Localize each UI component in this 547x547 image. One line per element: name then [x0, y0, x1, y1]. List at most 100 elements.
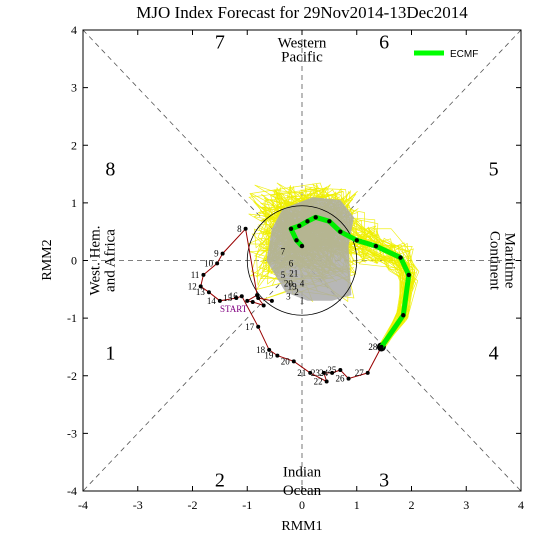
observed-point-label: 10 [204, 258, 214, 268]
observed-point-label: 21 [297, 368, 306, 378]
observed-point [239, 294, 244, 299]
observed-point [220, 251, 225, 256]
loop-point-label: 6 [289, 258, 294, 268]
ensemble-member-line [251, 187, 415, 350]
observed-point [269, 298, 274, 303]
observed-point [245, 298, 250, 303]
ensemble-mean-point [401, 313, 406, 318]
observed-point-label: 28 [368, 342, 378, 352]
x-tick-label: 4 [518, 498, 524, 512]
phase-label: 4 [489, 343, 499, 365]
region-right-line-2: Continent [487, 231, 503, 291]
observed-point-label: 16 [229, 291, 239, 301]
observed-point [365, 370, 370, 375]
y-tick-label: 4 [71, 23, 77, 37]
x-tick-label: 0 [299, 498, 305, 512]
loop-point-label: 4 [300, 278, 305, 288]
observed-point [234, 295, 239, 300]
ensemble-mean-point [379, 344, 384, 350]
phase-label: 8 [105, 158, 115, 180]
phase-label: 7 [215, 32, 225, 54]
loop-point-label: 3 [286, 292, 291, 302]
observed-point [308, 370, 313, 375]
loop-point-label: 21 [289, 269, 298, 279]
ensemble-mean-point [299, 243, 305, 249]
phase-label: 3 [379, 469, 389, 491]
observed-point [330, 370, 335, 375]
ensemble-mean-point [398, 255, 403, 260]
start-label: START [220, 304, 248, 314]
x-tick-label: 1 [354, 498, 360, 512]
region-bottom-line-1: Indian [283, 465, 322, 481]
observed-point-label: 27 [355, 368, 365, 378]
ensemble-mean-point [327, 219, 332, 224]
observed-point-label: 23 [311, 368, 321, 378]
y-axis-label: RMM2 [40, 239, 55, 280]
observed-point-label: 13 [196, 287, 206, 297]
ensemble-mean-point [288, 226, 294, 232]
unit-amplitude-circle [246, 205, 358, 316]
phase-label: 2 [215, 469, 225, 491]
observed-point-label: 12 [188, 281, 197, 291]
ensemble-mean-point [354, 238, 359, 243]
x-tick-label: -4 [78, 498, 88, 512]
observed-point [346, 376, 351, 381]
y-tick-label: 3 [71, 81, 77, 95]
observed-point [261, 303, 266, 308]
x-tick-label: -3 [133, 498, 143, 512]
region-left-line-2: and Africa [102, 229, 118, 292]
observed-point [255, 293, 260, 298]
y-tick-label: -1 [67, 311, 77, 325]
ensemble-mean-point [406, 272, 411, 278]
observed-point [256, 324, 261, 329]
observed-point [243, 226, 248, 231]
ensemble-mean-point [297, 223, 302, 229]
loop-point-label: 20 [284, 278, 294, 288]
observed-point [201, 272, 206, 277]
phase-label: 1 [105, 343, 115, 365]
observed-point [250, 299, 255, 304]
y-tick-label: 1 [71, 196, 77, 210]
observed-point [267, 347, 272, 352]
region-left-line-1: West. Hem. [87, 225, 103, 295]
observed-point [215, 261, 220, 266]
x-tick-label: 2 [409, 498, 415, 512]
x-axis-ticks: -4 -3 -2 -1 0 1 2 3 4 [78, 30, 524, 512]
observed-point-label: 11 [191, 270, 200, 280]
ensemble-mean-point [338, 229, 343, 234]
ensemble-mean-points [288, 215, 411, 350]
phase-label: 6 [379, 32, 389, 54]
loop-point-label: 2 [294, 287, 299, 297]
observed-point-label: 22 [314, 377, 323, 387]
y-tick-label: 0 [71, 254, 77, 268]
chart-title: MJO Index Forecast for 29Nov2014-13Dec20… [136, 3, 468, 22]
observed-point [321, 370, 326, 375]
legend: ECMF [414, 49, 478, 60]
observed-point [275, 353, 280, 358]
observed-point-label: 9 [214, 249, 219, 259]
observed-point [206, 290, 211, 295]
ensemble-mean-point [294, 238, 299, 243]
loop-point-label: 1 [300, 296, 305, 306]
observed-point-label: 14 [207, 296, 217, 306]
observed-point-label: 25 [327, 365, 337, 375]
observed-point [217, 298, 222, 303]
observed-point [338, 367, 343, 372]
observed-point-label: 19 [264, 351, 274, 361]
x-tick-label: -2 [188, 498, 198, 512]
observed-point [291, 359, 296, 364]
observed-point [324, 379, 329, 384]
region-top-line-2: Pacific [281, 50, 323, 66]
observed-point-label: 18 [256, 345, 266, 355]
y-tick-label: -4 [67, 484, 77, 498]
y-tick-label: -2 [67, 369, 77, 383]
ensemble-mean-point [305, 219, 310, 224]
region-top-line-1: Western [278, 35, 327, 51]
legend-label: ECMF [450, 49, 478, 60]
y-tick-label: 2 [71, 138, 77, 152]
x-axis-label: RMM1 [281, 519, 322, 534]
observed-point-label: 15 [223, 293, 233, 303]
